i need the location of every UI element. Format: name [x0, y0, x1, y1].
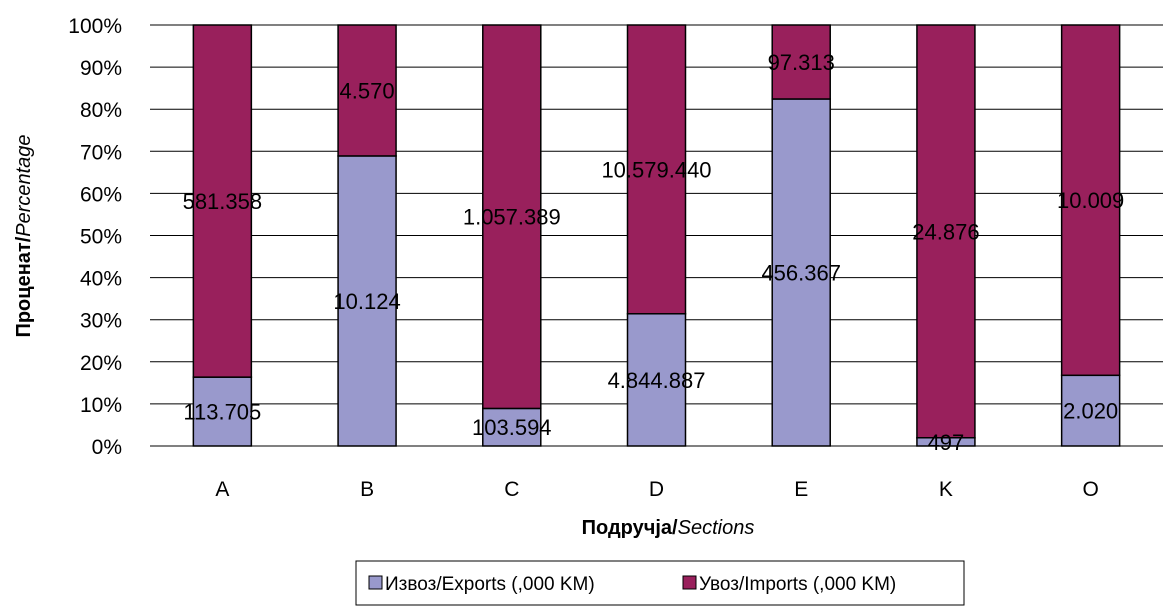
y-tick-80: 80%: [80, 99, 122, 122]
data-label-exports-E: 456.367: [761, 260, 841, 285]
y-tick-10: 10%: [80, 394, 122, 417]
y-tick-90: 90%: [80, 57, 122, 80]
data-label-exports-O: 2.020: [1063, 399, 1118, 424]
data-label-imports-K: 24.876: [912, 219, 979, 244]
y-tick-40: 40%: [80, 268, 122, 291]
y-tick-100: 100%: [68, 15, 122, 38]
legend-box: [355, 560, 965, 606]
x-tick-A: A: [215, 478, 229, 501]
bar-imports-E: [771, 24, 831, 100]
x-tick-E: E: [794, 478, 808, 501]
bar-imports-C: [482, 24, 542, 410]
data-label-exports-A: 113.705: [183, 400, 261, 425]
bar-imports-B: [337, 24, 397, 157]
bars: [192, 24, 1121, 447]
x-tick-O: O: [1082, 478, 1098, 501]
bar-exports-E: [771, 98, 831, 447]
data-label-exports-K: 497: [928, 430, 965, 455]
legend-label-exports: Извоз/Exports (,000 KM): [385, 574, 595, 595]
bar-imports-A: [192, 24, 253, 378]
data-label-exports-D: 4.844.887: [608, 368, 706, 393]
bar-exports-B: [337, 155, 397, 447]
data-label-imports-D: 10.579.440: [601, 157, 711, 182]
bar-exports-A: [192, 376, 253, 447]
y-tick-30: 30%: [80, 310, 122, 333]
bar-imports-D: [626, 24, 687, 315]
legend-swatch-imports: [682, 575, 697, 590]
data-label-imports-E: 97.313: [768, 50, 835, 75]
x-tick-C: C: [504, 478, 519, 501]
data-label-exports-B: 10.124: [333, 289, 400, 314]
legend: Извоз/Exports (,000 KM) Увоз/Imports (,0…: [355, 560, 965, 606]
legend-label-imports: Увоз/Imports (,000 KM): [699, 574, 896, 595]
x-tick-K: K: [939, 478, 953, 501]
legend-swatch-exports: [368, 575, 383, 590]
y-tick-60: 60%: [80, 183, 122, 206]
bar-exports-C: [482, 407, 542, 447]
data-label-imports-O: 10.009: [1057, 188, 1124, 213]
data-label-imports-A: 581.358: [183, 189, 263, 214]
data-label-imports-C: 1.057.389: [463, 205, 561, 230]
data-label-imports-B: 4.570: [340, 78, 395, 103]
bar-imports-O: [1060, 24, 1121, 377]
y-axis-title: Проценат/Percentage: [13, 134, 35, 337]
y-tick-50: 50%: [80, 226, 122, 249]
y-axis-title-bold: Проценат/: [13, 236, 35, 337]
x-axis-title-bold: Подручја/: [582, 517, 678, 539]
x-axis-title-italic: Sections: [678, 517, 755, 539]
x-tick-B: B: [360, 478, 374, 501]
y-axis-ticks: 0% 10% 20% 30% 40% 50% 60% 70% 80% 90% 100%: [68, 15, 122, 459]
y-tick-70: 70%: [80, 141, 122, 164]
y-tick-20: 20%: [80, 352, 122, 375]
y-axis-title-italic: Percentage: [13, 134, 35, 236]
bar-imports-K: [916, 24, 976, 439]
data-label-exports-C: 103.594: [472, 415, 552, 440]
data-labels: 113.705 581.358 10.124 4.570 103.594 1.057.38…: [183, 50, 1125, 455]
x-axis-title: Подручја/Sections: [582, 517, 755, 539]
x-tick-D: D: [649, 478, 664, 501]
y-tick-0: 0%: [92, 436, 122, 459]
